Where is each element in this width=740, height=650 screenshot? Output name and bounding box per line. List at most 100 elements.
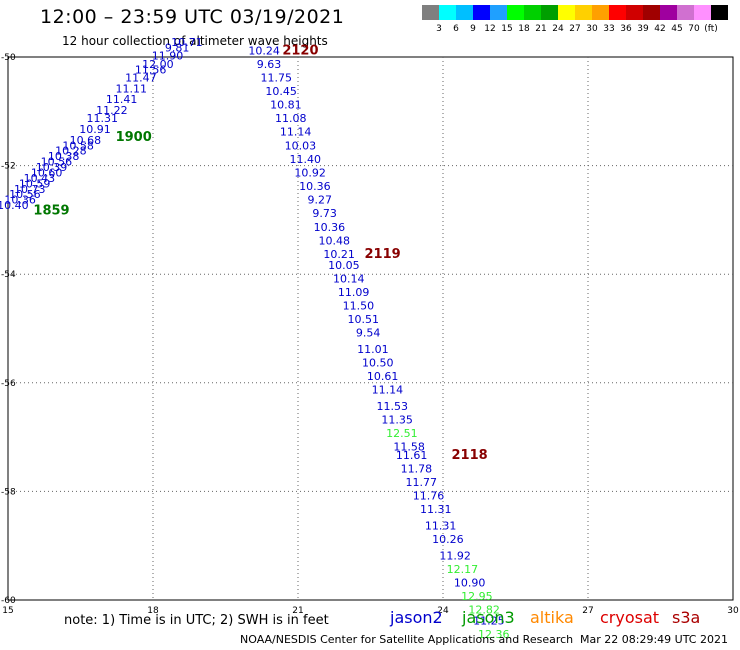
swh-data-label: 10.39 xyxy=(36,161,68,174)
color-scale-swatch xyxy=(643,5,660,20)
swh-data-label: 12.17 xyxy=(447,563,479,576)
color-scale-label: 9 xyxy=(470,24,476,34)
color-scale-swatch xyxy=(422,5,439,20)
color-scale-label: 12 xyxy=(484,24,496,34)
swh-data-label: 10.59 xyxy=(19,177,51,190)
legend-entry-altika: altika xyxy=(530,608,574,627)
y-tick-label: -56 xyxy=(1,379,16,389)
swh-data-label: 10.36 xyxy=(299,180,331,193)
swh-data-label: 11.35 xyxy=(381,414,413,427)
x-tick-label: 21 xyxy=(292,606,303,616)
x-tick-label: 30 xyxy=(727,606,739,616)
color-scale-swatch xyxy=(575,5,592,20)
swh-data-label: 10.61 xyxy=(367,370,399,383)
color-scale-label: 6 xyxy=(453,24,459,34)
pass-time-annotation: 2119 xyxy=(364,247,400,262)
swh-data-label: 10.36 xyxy=(4,194,36,207)
swh-data-label: 10.58 xyxy=(62,139,94,152)
chart-note: note: 1) Time is in UTC; 2) SWH is in fe… xyxy=(64,613,329,628)
swh-data-label: 10.91 xyxy=(79,123,111,136)
color-scale-swatch xyxy=(677,5,694,20)
pass-time-annotation: 2118 xyxy=(451,448,487,463)
color-scale-label: 39 xyxy=(637,24,649,34)
pass-time-annotation: 1859 xyxy=(33,203,69,218)
swh-data-label: 11.58 xyxy=(393,441,425,454)
swh-data-label: 11.76 xyxy=(413,490,445,503)
footer-credit: NOAA/NESDIS Center for Satellite Applica… xyxy=(240,633,574,646)
color-scale-label: 42 xyxy=(654,24,666,34)
y-tick-label: -52 xyxy=(1,162,16,172)
y-tick-label: -50 xyxy=(1,53,16,63)
swh-data-label: 12.51 xyxy=(386,427,418,440)
swh-data-label: 12.36 xyxy=(478,628,510,641)
swh-data-label: 10.50 xyxy=(362,357,394,370)
swh-data-label: 11.50 xyxy=(343,299,375,312)
color-scale-label: 27 xyxy=(569,24,581,34)
swh-data-label: 11.31 xyxy=(420,503,452,516)
pass-time-annotation: 2120 xyxy=(282,43,318,58)
generated-timestamp: Mar 22 08:29:49 UTC 2021 xyxy=(580,633,728,646)
swh-data-label: 10.45 xyxy=(265,85,297,98)
color-scale-label: 33 xyxy=(603,24,615,34)
color-scale-swatch xyxy=(439,5,456,20)
color-scale-swatch xyxy=(490,5,507,20)
swh-data-label: 10.05 xyxy=(328,259,360,272)
swh-data-label: 11.77 xyxy=(406,476,438,489)
color-scale-swatch xyxy=(473,5,490,20)
legend-entry-s3a: s3a xyxy=(672,608,701,627)
swh-data-label: 10.68 xyxy=(70,134,102,147)
plot-frame xyxy=(7,56,734,601)
y-tick-label: -58 xyxy=(1,487,16,497)
swh-data-label: 10.28 xyxy=(55,145,87,158)
swh-data-label: 11.25 xyxy=(473,614,505,627)
swh-data-label: 11.08 xyxy=(275,112,307,125)
swh-data-label: 10.03 xyxy=(285,139,317,152)
swh-data-label: 10.71 xyxy=(171,36,203,49)
color-scale-label: 30 xyxy=(586,24,598,34)
swh-data-label: 11.53 xyxy=(377,400,409,413)
swh-data-label: 11.01 xyxy=(357,343,389,356)
legend-entry-jason2: jason2 xyxy=(390,608,443,627)
x-tick-label: 18 xyxy=(147,606,159,616)
swh-data-label: 11.31 xyxy=(425,519,457,532)
color-scale-label: 36 xyxy=(620,24,632,34)
color-scale-swatch xyxy=(592,5,609,20)
y-tick-label: -54 xyxy=(1,270,16,280)
swh-data-label: 12.82 xyxy=(468,604,500,617)
color-scale-label: 18 xyxy=(518,24,530,34)
swh-data-label: 12.95 xyxy=(461,590,493,603)
swh-data-label: 11.40 xyxy=(290,153,322,166)
swh-data-label: 10.26 xyxy=(432,533,464,546)
swh-data-label: 9.73 xyxy=(312,207,337,220)
color-scale-swatch xyxy=(456,5,473,20)
swh-data-label: 11.78 xyxy=(401,462,433,475)
y-tick-label: -60 xyxy=(1,596,16,606)
swh-data-label: 10.21 xyxy=(323,248,355,261)
swh-data-label: 11.14 xyxy=(372,384,404,397)
color-scale-swatch xyxy=(507,5,524,20)
swh-data-label: 10.90 xyxy=(454,576,486,589)
color-scale-label: 3 xyxy=(436,24,442,34)
swh-data-label: 9.54 xyxy=(356,327,381,340)
swh-data-label: 11.61 xyxy=(396,449,428,462)
swh-data-label: 11.47 xyxy=(125,71,157,84)
color-scale-swatch xyxy=(694,5,711,20)
swh-data-label: 10.36 xyxy=(314,221,346,234)
swh-data-label: 10.81 xyxy=(270,99,302,112)
swh-data-label: 9.81 xyxy=(165,42,190,55)
swh-data-label: 11.41 xyxy=(106,93,138,106)
swh-data-label: 11.92 xyxy=(439,549,471,562)
legend-entry-jason3: jason3 xyxy=(462,608,515,627)
swh-data-label: 12.00 xyxy=(142,58,174,71)
swh-data-label: 11.56 xyxy=(135,63,167,76)
x-tick-label: 24 xyxy=(437,606,449,616)
swh-data-label: 11.11 xyxy=(116,82,148,95)
color-scale-label: 21 xyxy=(535,24,547,34)
color-scale-swatch xyxy=(711,5,728,20)
swh-data-label: 10.48 xyxy=(319,234,351,247)
pass-time-annotation: 1900 xyxy=(116,130,152,145)
swh-data-label: 9.63 xyxy=(257,58,282,71)
swh-data-label: 11.31 xyxy=(87,112,119,125)
swh-data-label: 10.60 xyxy=(31,166,63,179)
